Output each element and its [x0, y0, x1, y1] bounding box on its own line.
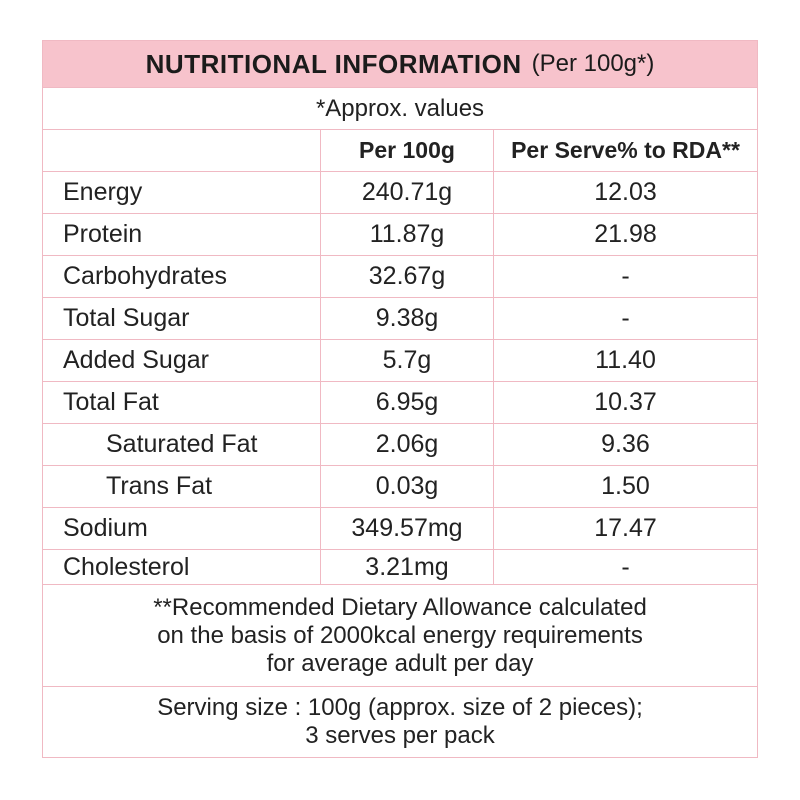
- per-100g-value: 5.7g: [321, 340, 494, 381]
- table-title: NUTRITIONAL INFORMATION (Per 100g*): [43, 41, 757, 88]
- title-main: NUTRITIONAL INFORMATION: [145, 48, 522, 79]
- nutrient-name: Added Sugar: [43, 340, 321, 381]
- rda-value: -: [621, 552, 630, 581]
- rda-value: 1.50: [601, 472, 650, 500]
- rda-footnote-line: on the basis of 2000kcal energy requirem…: [157, 621, 643, 649]
- nutrient-name: Energy: [43, 172, 321, 213]
- nutrient-name: Trans Fat: [43, 466, 321, 507]
- nutrient-name: Protein: [43, 214, 321, 255]
- header-nutrient: [43, 130, 321, 171]
- per-100g-value: 240.71g: [321, 172, 494, 213]
- per-100g-value: 11.87g: [321, 214, 494, 255]
- title-sub: (Per 100g*): [531, 50, 655, 77]
- table-row: Total Fat 6.95g 10.37: [43, 382, 757, 424]
- nutrient-name: Total Sugar: [43, 298, 321, 339]
- header-rda: Per Serve% to RDA**: [511, 137, 740, 163]
- rda-value: 10.37: [594, 388, 657, 416]
- rda-value: 12.03: [594, 178, 657, 206]
- rda-value: 9.36: [601, 430, 650, 458]
- rda-value: 11.40: [595, 346, 656, 374]
- nutrition-table: NUTRITIONAL INFORMATION (Per 100g*) *App…: [42, 40, 758, 758]
- table-row: Protein 11.87g 21.98: [43, 214, 757, 256]
- nutrient-name: Sodium: [43, 508, 321, 549]
- header-per-100g: Per 100g: [321, 130, 494, 171]
- rda-footnote-line: for average adult per day: [266, 649, 534, 677]
- nutrient-name: Carbohydrates: [43, 256, 321, 297]
- rda-value: 17.47: [594, 514, 657, 542]
- rda-value: -: [621, 304, 630, 332]
- rda-footnote: **Recommended Dietary Allowance calculat…: [43, 585, 757, 687]
- per-100g-value: 2.06g: [321, 424, 494, 465]
- table-row: Energy 240.71g 12.03: [43, 172, 757, 214]
- per-100g-value: 32.67g: [321, 256, 494, 297]
- table-row: Sodium 349.57mg 17.47: [43, 508, 757, 550]
- rda-footnote-line: **Recommended Dietary Allowance calculat…: [153, 593, 647, 621]
- serving-info-line: Serving size : 100g (approx. size of 2 p…: [157, 694, 643, 721]
- per-100g-value: 349.57mg: [321, 508, 494, 549]
- nutrient-name: Total Fat: [43, 382, 321, 423]
- table-row: Total Sugar 9.38g -: [43, 298, 757, 340]
- table-row: Trans Fat 0.03g 1.50: [43, 466, 757, 508]
- header-row: Per 100g Per Serve% to RDA**: [43, 130, 757, 172]
- approx-note: *Approx. values: [43, 88, 757, 130]
- table-row: Carbohydrates 32.67g -: [43, 256, 757, 298]
- serving-info: Serving size : 100g (approx. size of 2 p…: [43, 687, 757, 757]
- per-100g-value: 3.21mg: [321, 550, 494, 584]
- serving-info-line: 3 serves per pack: [305, 722, 495, 749]
- per-100g-value: 0.03g: [321, 466, 494, 507]
- table-row: Added Sugar 5.7g 11.40: [43, 340, 757, 382]
- rda-value: 21.98: [594, 220, 657, 248]
- table-row: Cholesterol 3.21mg -: [43, 550, 757, 585]
- nutrient-name: Saturated Fat: [43, 424, 321, 465]
- nutrient-name: Cholesterol: [43, 550, 321, 584]
- table-row: Saturated Fat 2.06g 9.36: [43, 424, 757, 466]
- per-100g-value: 9.38g: [321, 298, 494, 339]
- per-100g-value: 6.95g: [321, 382, 494, 423]
- rda-value: -: [621, 262, 630, 290]
